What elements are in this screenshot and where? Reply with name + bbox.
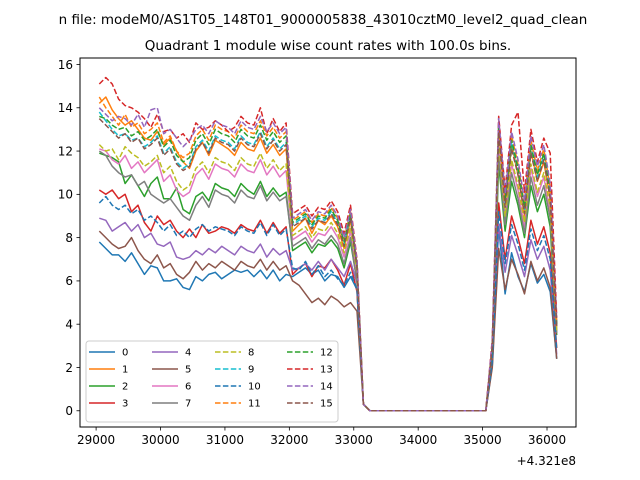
chart-title: Quadrant 1 module wise count rates with … (145, 38, 511, 54)
x-offset-label: +4.321e8 (517, 454, 576, 468)
y-tick-label: 14 (58, 101, 73, 115)
plot-area: 29000 30000 31000 32000 33000 34000 35000 36000… (58, 57, 577, 447)
legend-label-2: 2 (122, 382, 128, 393)
legend-label-3: 3 (122, 399, 128, 410)
legend-label-15: 15 (320, 399, 333, 410)
y-tick-label: 2 (65, 361, 73, 375)
y-axis: 0 2 4 6 8 10 12 14 16 (58, 58, 80, 418)
axes-frame (79, 57, 577, 428)
legend-label-7: 7 (185, 399, 191, 410)
y-tick-label: 12 (58, 144, 73, 158)
y-tick-label: 0 (65, 404, 73, 418)
x-tick-label: 35000 (464, 433, 502, 447)
series-line-14 (98, 107, 558, 412)
legend-label-8: 8 (248, 348, 254, 359)
x-tick-label: 30000 (141, 433, 179, 447)
legend-label-12: 12 (320, 348, 333, 359)
legend-frame (85, 340, 339, 423)
series-line-15 (98, 118, 558, 412)
series-line-9 (98, 111, 558, 412)
x-tick-label: 31000 (206, 433, 244, 447)
series-layer (98, 76, 558, 412)
legend-label-0: 0 (122, 348, 128, 359)
x-tick-label: 36000 (528, 433, 566, 447)
x-tick-label: 32000 (270, 433, 308, 447)
y-tick-label: 6 (65, 274, 73, 288)
suptitle: n file: modeM0/AS1T05_148T01_9000005838_… (59, 12, 588, 28)
y-tick-label: 10 (58, 188, 73, 202)
legend-label-13: 13 (320, 365, 333, 376)
y-tick-label: 4 (65, 317, 73, 331)
legend-label-10: 10 (248, 382, 261, 393)
legend-label-11: 11 (248, 399, 261, 410)
legend-label-5: 5 (185, 365, 191, 376)
y-tick-label: 8 (65, 231, 73, 245)
legend-label-9: 9 (248, 365, 254, 376)
legend-label-4: 4 (185, 348, 191, 359)
x-tick-label: 34000 (399, 433, 437, 447)
legend-label-6: 6 (185, 382, 191, 393)
x-tick-label: 29000 (77, 433, 115, 447)
legend-label-14: 14 (320, 382, 333, 393)
x-tick-label: 33000 (335, 433, 373, 447)
y-tick-label: 16 (58, 58, 73, 72)
x-axis: 29000 30000 31000 32000 33000 34000 35000 36000 (77, 427, 566, 447)
legend-label-1: 1 (122, 365, 128, 376)
